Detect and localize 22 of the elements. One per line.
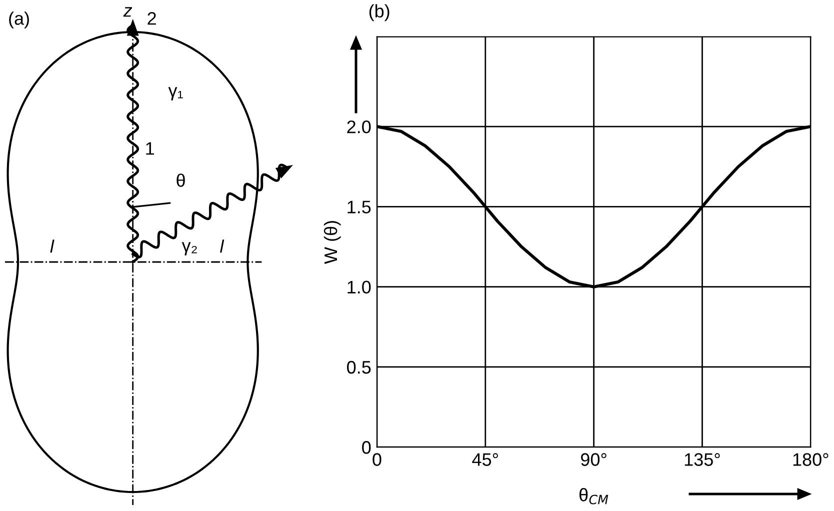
text: γ₂ xyxy=(182,242,197,256)
y-tick-label: 0.5 xyxy=(347,360,371,374)
x-tick-label: 90° xyxy=(581,453,606,466)
x-axis-title: θ$_{CM}$ xyxy=(579,488,608,504)
text: (a) xyxy=(9,12,29,28)
x-tick-label: 0 xyxy=(372,453,382,466)
x-tick-label: 180° xyxy=(793,453,828,466)
y-axis-title: W (θ) xyxy=(324,221,341,264)
text: 2 xyxy=(148,12,156,25)
y-tick-label: 0 xyxy=(362,441,371,454)
text: θ xyxy=(176,174,185,187)
x-tick-label: 135° xyxy=(684,453,720,466)
text: z xyxy=(123,7,132,17)
chart-title: (b) xyxy=(369,4,390,22)
y-tick-label: 1.0 xyxy=(348,280,371,294)
text: 1 xyxy=(146,142,154,155)
x-tick-label: 45° xyxy=(472,453,498,466)
y-tick-label: 2.0 xyxy=(347,120,371,134)
y-tick-label: 1.5 xyxy=(348,200,371,214)
text: l xyxy=(50,240,54,253)
text: γ₁ xyxy=(168,87,183,100)
text: l xyxy=(220,240,224,253)
